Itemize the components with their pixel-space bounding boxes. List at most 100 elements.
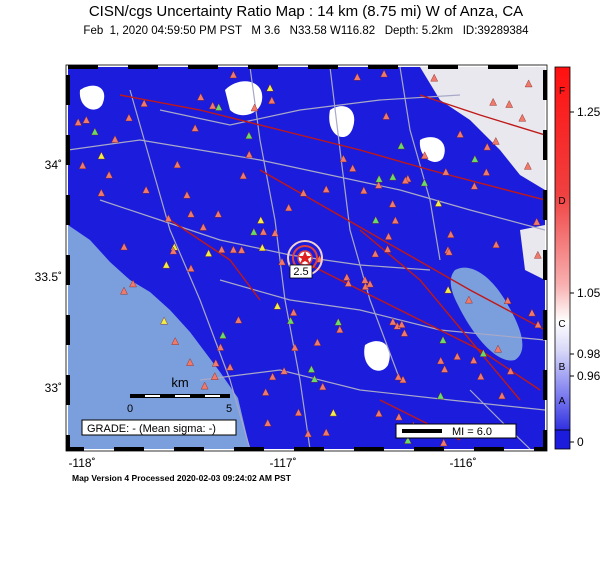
station [129, 279, 137, 288]
station [329, 408, 338, 417]
colorbar-label: 0 [577, 435, 584, 449]
station [420, 151, 429, 160]
station [294, 408, 303, 417]
station [382, 111, 391, 120]
station [97, 151, 106, 160]
station [286, 316, 295, 325]
station [456, 130, 464, 138]
station [313, 338, 322, 346]
map-frame [66, 65, 547, 451]
station [375, 174, 383, 183]
station [125, 113, 133, 122]
station [506, 366, 515, 375]
station [482, 168, 491, 176]
station [278, 257, 286, 266]
salton-sea [450, 267, 523, 361]
station [503, 296, 512, 304]
station [494, 344, 502, 353]
station [439, 335, 447, 344]
station [97, 188, 106, 197]
station [162, 260, 171, 269]
station [400, 328, 409, 337]
station [491, 137, 500, 145]
station [160, 316, 168, 325]
station [211, 358, 220, 367]
station [420, 178, 429, 187]
station [401, 176, 410, 184]
grade-letter: A [559, 396, 566, 407]
ocean [68, 225, 250, 449]
station [334, 317, 343, 326]
station [534, 250, 542, 259]
station [440, 364, 449, 373]
colorbar-label: 0.98 [577, 347, 601, 361]
station [74, 118, 82, 126]
lon-label: -117˚ [269, 456, 296, 470]
station [250, 227, 258, 236]
scale-end: 5 [226, 403, 232, 415]
station [173, 160, 182, 169]
mi-legend-text: MI = 6.0 [452, 426, 492, 438]
station [465, 295, 473, 304]
epicenter: 2.5 [287, 240, 323, 279]
station [239, 171, 248, 180]
colorbar-label: 1.25 [577, 105, 601, 119]
station [532, 217, 541, 226]
station [524, 161, 532, 170]
station [140, 99, 148, 107]
grade-letter: B [559, 362, 566, 373]
station [245, 150, 254, 158]
lat-label: 34˚ [45, 158, 62, 172]
station [518, 113, 527, 122]
colorbar-label: 0.96 [577, 369, 601, 383]
station [280, 366, 288, 375]
station [261, 388, 270, 396]
station [476, 372, 485, 380]
station [307, 365, 316, 373]
station [389, 172, 397, 181]
station [453, 352, 462, 360]
station [183, 190, 191, 199]
station [169, 246, 178, 255]
station [258, 243, 267, 252]
station [436, 356, 445, 365]
station [234, 315, 243, 324]
station [446, 230, 455, 238]
station [335, 325, 344, 334]
station [200, 381, 209, 390]
station [505, 100, 514, 108]
station [111, 135, 119, 143]
station [268, 96, 276, 104]
station [210, 372, 219, 380]
station [445, 247, 453, 256]
station [120, 242, 128, 251]
grade-text: GRADE: - (Mean sigma: -) [87, 423, 216, 435]
station [492, 240, 500, 248]
station [263, 418, 272, 427]
footer: Map Version 4 Processed 2020-02-03 09:24… [72, 473, 292, 483]
station [273, 301, 282, 310]
station [339, 154, 348, 163]
roads [68, 67, 545, 449]
station [199, 222, 208, 231]
station [344, 279, 353, 287]
station [299, 188, 308, 197]
station [439, 438, 448, 447]
station [404, 436, 412, 444]
mi-legend-box [395, 423, 517, 439]
station [383, 244, 392, 253]
station [524, 79, 533, 88]
white-patch [79, 85, 105, 110]
station [471, 154, 479, 163]
station [142, 185, 150, 194]
station [259, 227, 268, 236]
station [310, 374, 319, 383]
station [291, 343, 299, 351]
station [284, 203, 293, 212]
grade-letter: F [559, 86, 565, 97]
station [91, 127, 99, 136]
scale-bar: km 0 5 [127, 375, 232, 415]
map-area: 2.5 [68, 67, 545, 449]
station [219, 331, 227, 339]
station [289, 308, 298, 316]
